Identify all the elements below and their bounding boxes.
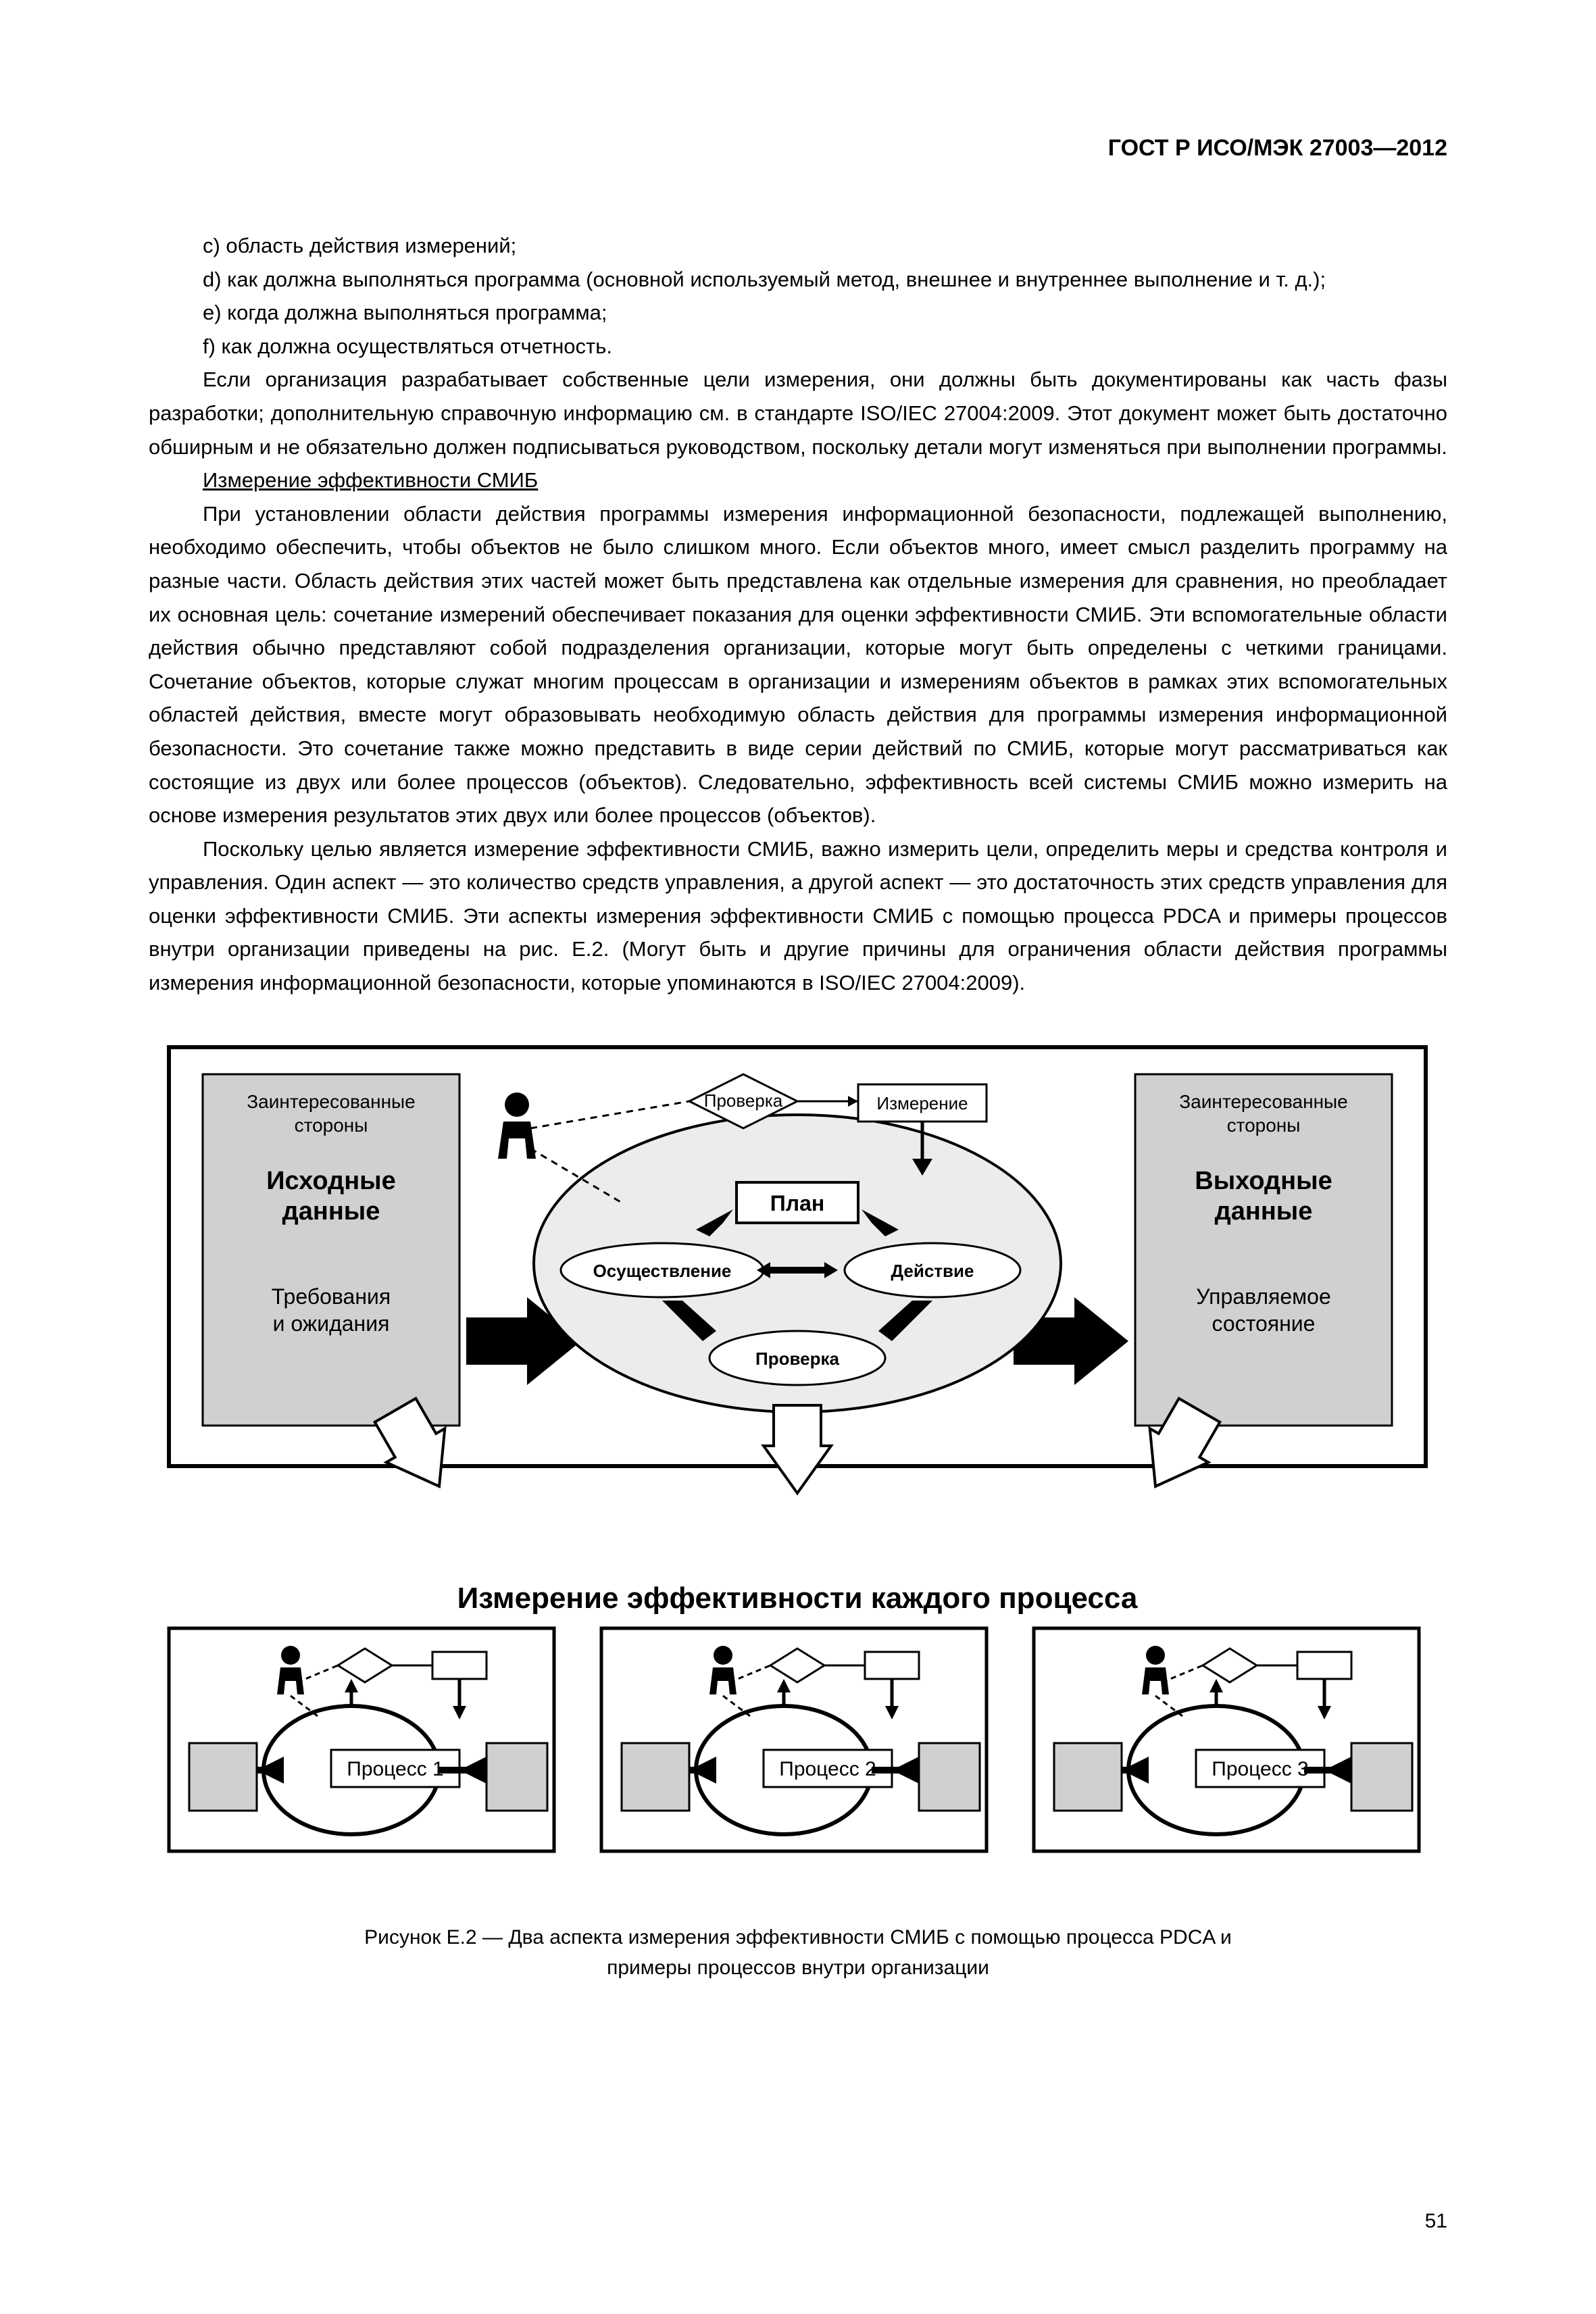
figure-caption: Рисунок E.2 — Два аспекта измерения эффе…	[149, 1922, 1447, 1983]
diagram-svg: Заинтересованные стороны Исходные данные…	[149, 1034, 1446, 1892]
check2-label: Проверка	[755, 1349, 839, 1369]
left-sub-1: Требования	[272, 1284, 391, 1309]
svg-text:Процесс 2: Процесс 2	[779, 1758, 876, 1780]
list-item-d: d) как должна выполняться программа (осн…	[149, 263, 1447, 297]
left-title-1: Исходные	[266, 1167, 396, 1195]
right-sub-2: состояние	[1212, 1311, 1316, 1336]
left-title-2: данные	[282, 1197, 380, 1226]
diagram-e2: Заинтересованные стороны Исходные данные…	[149, 1034, 1447, 1895]
right-sub-1: Управляемое	[1196, 1284, 1330, 1309]
up-arrow-2	[764, 1405, 831, 1493]
right-label-2: стороны	[1227, 1115, 1301, 1136]
svg-text:Процесс 3: Процесс 3	[1212, 1758, 1308, 1780]
paragraph-3: Поскольку целью является измерение эффек…	[149, 832, 1447, 1000]
arrow-check-measure-head	[848, 1096, 858, 1107]
process-3-group: Процесс 3	[1034, 1628, 1419, 1851]
act-label: Действие	[891, 1261, 974, 1281]
svg-text:Процесс 1: Процесс 1	[347, 1758, 443, 1780]
standard-code: ГОСТ Р ИСО/МЭК 27003—2012	[149, 135, 1447, 161]
measure-label: Измерение	[876, 1093, 968, 1113]
right-title-2: данные	[1215, 1197, 1313, 1226]
paragraph-2: При установлении области действия програ…	[149, 497, 1447, 832]
right-label-1: Заинтересованные	[1179, 1091, 1347, 1112]
left-sub-2: и ожидания	[273, 1311, 390, 1336]
caption-line-1: Рисунок E.2 — Два аспекта измерения эффе…	[364, 1926, 1232, 1948]
dashed-line-1	[530, 1101, 689, 1128]
person-icon	[498, 1092, 536, 1159]
do-label: Осуществление	[593, 1261, 732, 1281]
right-title-1: Выходные	[1195, 1167, 1332, 1195]
left-label-2: стороны	[295, 1115, 368, 1136]
plan-label: План	[770, 1191, 824, 1215]
caption-line-2: примеры процессов внутри организации	[607, 1957, 989, 1979]
list-item-c: c) область действия измерений;	[149, 229, 1447, 263]
process-1-group: Процесс 1	[169, 1628, 554, 1851]
list-item-f: f) как должна осуществляться отчетность.	[149, 330, 1447, 363]
process-2-group: Процесс 2	[601, 1628, 987, 1851]
paragraph-1: Если организация разрабатывает собственн…	[149, 363, 1447, 463]
check-label: Проверка	[704, 1090, 783, 1111]
subtitle: Измерение эффективности СМИБ	[149, 463, 1447, 497]
left-label-1: Заинтересованные	[247, 1091, 415, 1112]
list-item-e: e) когда должна выполняться программа;	[149, 296, 1447, 330]
page-number: 51	[1425, 2210, 1447, 2233]
middle-title: Измерение эффективности каждого процесса	[457, 1582, 1138, 1615]
